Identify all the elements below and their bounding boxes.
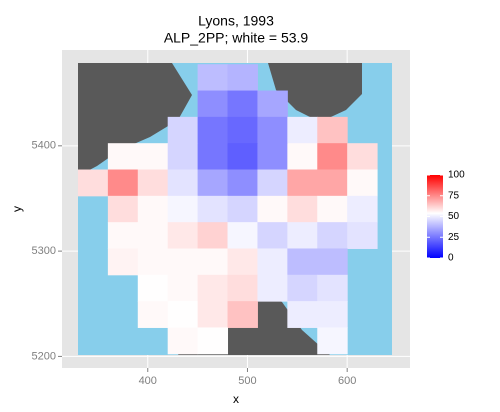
cell xyxy=(167,301,199,328)
cell xyxy=(227,90,258,118)
cell xyxy=(167,143,199,171)
chart-title: Lyons, 1993 xyxy=(198,13,274,29)
cell xyxy=(137,169,169,197)
cell xyxy=(227,222,258,249)
cell xyxy=(317,327,348,355)
cell xyxy=(197,301,229,328)
x-tick-label: 600 xyxy=(338,375,356,387)
x-tick-label: 400 xyxy=(139,375,157,387)
legend-label: 0 xyxy=(448,253,454,264)
cell xyxy=(137,301,169,328)
cell xyxy=(197,90,229,118)
cell xyxy=(227,195,258,223)
legend-label: 50 xyxy=(448,211,460,222)
cell xyxy=(287,301,318,328)
colorbar xyxy=(427,175,443,258)
cell xyxy=(227,274,258,302)
y-tick-label: 5400 xyxy=(32,140,56,152)
cell xyxy=(137,248,169,276)
cell xyxy=(107,143,139,171)
y-tick-label: 5200 xyxy=(32,350,56,362)
cell xyxy=(257,169,288,197)
cell xyxy=(257,222,288,249)
cell xyxy=(167,169,199,197)
cell xyxy=(317,248,348,276)
cell xyxy=(317,274,348,302)
cell xyxy=(197,195,229,223)
cell xyxy=(167,248,199,276)
legend-label: 25 xyxy=(448,232,460,243)
cell xyxy=(257,195,288,223)
cell xyxy=(197,222,229,249)
cell xyxy=(347,169,378,197)
cell xyxy=(227,248,258,276)
cell xyxy=(227,64,258,92)
cell xyxy=(167,116,199,144)
y-axis-title: y xyxy=(10,206,24,212)
cell xyxy=(317,143,348,171)
cell xyxy=(317,301,348,328)
cell xyxy=(287,116,318,144)
cell xyxy=(287,143,318,171)
cell xyxy=(167,195,199,223)
cell xyxy=(257,90,288,118)
chart-subtitle: ALP_2PP; white = 53.9 xyxy=(164,30,309,46)
cell xyxy=(287,169,318,197)
cell xyxy=(347,143,378,171)
cell xyxy=(137,274,169,302)
land-outside xyxy=(268,63,362,122)
cell xyxy=(257,248,288,276)
cell xyxy=(197,274,229,302)
cell xyxy=(257,116,288,144)
cell xyxy=(197,64,229,92)
cell xyxy=(227,169,258,197)
y-tick-label: 5300 xyxy=(32,245,56,257)
cell xyxy=(317,169,348,197)
cell xyxy=(227,143,258,171)
cell xyxy=(197,169,229,197)
cell xyxy=(107,195,139,223)
cell xyxy=(137,195,169,223)
cell xyxy=(77,169,109,197)
x-tick-label: 500 xyxy=(238,375,256,387)
cell xyxy=(197,143,229,171)
cell xyxy=(107,169,139,197)
cell xyxy=(347,222,378,249)
cell xyxy=(107,248,139,276)
cell xyxy=(287,222,318,249)
cell xyxy=(227,116,258,144)
cell xyxy=(167,274,199,302)
cell xyxy=(167,222,199,249)
legend-label: 100 xyxy=(448,170,465,181)
cell xyxy=(317,222,348,249)
cell xyxy=(197,116,229,144)
cell xyxy=(347,195,378,223)
land-outside xyxy=(78,63,192,176)
legend-label: 75 xyxy=(448,190,460,201)
cell xyxy=(137,143,169,171)
x-axis-title: x xyxy=(233,392,239,406)
cell xyxy=(317,195,348,223)
cell xyxy=(197,248,229,276)
cell xyxy=(287,274,318,302)
cell xyxy=(227,301,258,328)
cell xyxy=(197,327,229,355)
cell xyxy=(257,274,288,302)
cell xyxy=(167,327,199,355)
cell xyxy=(287,195,318,223)
cell xyxy=(287,248,318,276)
cell xyxy=(317,116,348,144)
cell xyxy=(107,222,139,249)
cell xyxy=(257,143,288,171)
cell xyxy=(137,222,169,249)
